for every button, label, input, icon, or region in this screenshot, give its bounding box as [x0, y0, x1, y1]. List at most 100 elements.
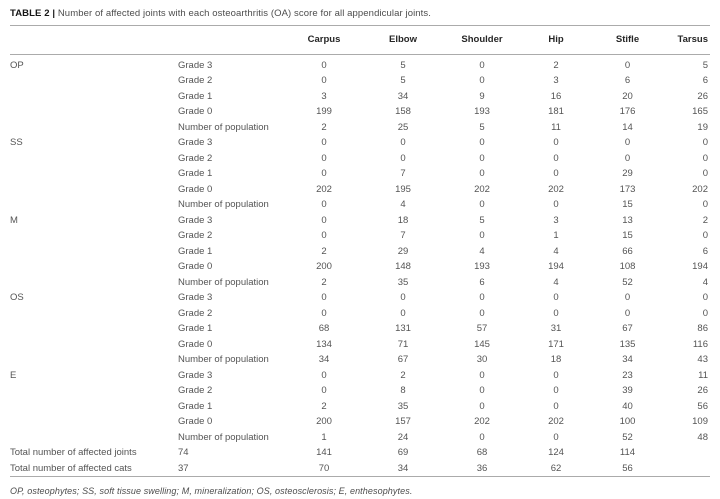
table-cell: 26 — [697, 90, 708, 102]
row-group-label — [10, 399, 178, 415]
table-row: Number of population 2 35 6 4 52 4 — [10, 275, 710, 291]
table-cell: 0 — [553, 168, 559, 179]
table-cell: 7 — [400, 168, 406, 179]
table-cell: 68 — [318, 323, 330, 334]
table-cell: 0 — [479, 369, 485, 381]
table-row: Grade 2 0 7 0 1 15 0 — [10, 228, 710, 244]
table-cell: 71 — [397, 338, 409, 350]
table-cell: 0 — [702, 137, 708, 148]
row-group-label — [10, 120, 178, 136]
table-cell: 2 — [321, 245, 327, 257]
table-cell: 202 — [316, 183, 332, 195]
row-group-label: E — [10, 369, 17, 381]
table-cell: 0 — [553, 137, 559, 148]
table-cell: 6 — [479, 276, 485, 288]
table-cell: 194 — [548, 261, 564, 272]
row-sub-label: Grade 1 — [178, 400, 213, 412]
table-cell: 202 — [548, 416, 564, 427]
table-cell: 0 — [624, 292, 631, 303]
table-cell: 11 — [698, 369, 708, 381]
table-cell: 8 — [400, 385, 406, 396]
table-cell: 0 — [321, 292, 327, 303]
table-cell: 0 — [624, 307, 631, 319]
row-sub-label: Grade 3 — [178, 59, 213, 71]
column-header-hip: Hip — [521, 26, 591, 55]
table-cell: 2 — [321, 121, 327, 133]
table-cell: 67 — [622, 323, 633, 334]
table-cell: 35 — [397, 400, 409, 412]
table-row: Grade 0 200 157 202 202 100 109 — [10, 414, 710, 430]
row-sub-label: Grade 2 — [178, 307, 213, 319]
table-cell: 145 — [474, 338, 490, 350]
table-row: Grade 1 3 34 9 16 20 26 — [10, 89, 710, 105]
row-group-label — [10, 228, 178, 244]
table-cell: 4 — [479, 245, 485, 257]
table-cell: 0 — [321, 199, 327, 210]
row-sub-label: Grade 1 — [178, 245, 213, 257]
row-sub-label: Grade 3 — [178, 292, 213, 303]
column-header-tarsus: Tarsus — [664, 26, 710, 55]
table-cell: 124 — [548, 447, 564, 458]
table-cell: 30 — [476, 354, 488, 365]
table-cell: 6 — [624, 75, 631, 86]
table-cell: 195 — [395, 183, 411, 195]
table-row: Grade 1 0 7 0 0 29 0 — [10, 166, 710, 182]
column-header-shoulder: Shoulder — [443, 26, 521, 55]
row-sub-label: Grade 1 — [178, 90, 213, 102]
table-cell: 0 — [479, 75, 485, 86]
table-cell: 131 — [395, 323, 411, 334]
table-cell: 11 — [551, 121, 561, 133]
table-cell: 67 — [397, 354, 409, 365]
row-sub-label: Grade 0 — [178, 338, 213, 350]
table-cell: 0 — [479, 152, 485, 164]
table-cell: 0 — [479, 307, 485, 319]
table-cell: 86 — [697, 323, 708, 334]
row-group-label — [10, 104, 178, 120]
table-cell: 0 — [479, 168, 485, 179]
column-header-elbow: Elbow — [363, 26, 443, 55]
row-group-label — [10, 321, 178, 337]
table-header-row: Carpus Elbow Shoulder Hip Stifle Tarsus — [10, 26, 710, 55]
table-cell: 48 — [697, 431, 708, 443]
row-group-label — [10, 352, 178, 368]
table-cell: 165 — [692, 106, 708, 117]
row-group-label: Total number of affected joints — [10, 447, 137, 458]
table-cell: 202 — [548, 183, 564, 195]
table-row: Grade 0 134 71 145 171 135 116 — [10, 337, 710, 353]
table-cell: 56 — [622, 462, 633, 474]
table-row: Grade 2 0 0 0 0 0 0 — [10, 306, 710, 322]
table-cell: 40 — [622, 400, 633, 412]
table-cell: 0 — [553, 369, 559, 381]
table-cell: 20 — [622, 90, 633, 102]
top-rule — [10, 25, 710, 26]
table-row: M Grade 3 0 18 5 3 13 2 — [10, 213, 710, 229]
table-cell: 69 — [397, 447, 409, 458]
row-group-label — [10, 259, 178, 275]
row-group-label — [10, 182, 178, 198]
row-sub-label: Number of population — [178, 431, 269, 443]
table-total-row: Total number of affected joints 74 141 69 68… — [10, 445, 710, 461]
row-group-label — [10, 244, 178, 260]
table-cell: 108 — [619, 261, 636, 272]
table-cell: 158 — [395, 106, 411, 117]
row-group-label — [10, 166, 178, 182]
row-sub-label: Grade 0 — [178, 106, 213, 117]
row-group-label — [10, 89, 178, 105]
column-header-sublabel — [178, 26, 285, 55]
table-cell: 202 — [692, 183, 708, 195]
row-sub-label: Grade 0 — [178, 416, 213, 427]
table-cell: 100 — [619, 416, 636, 427]
table-cell: 3 — [553, 214, 559, 226]
table-cell: 3 — [553, 75, 559, 86]
table-cell: 0 — [702, 199, 708, 210]
row-group-label — [10, 430, 178, 446]
table-cell: 194 — [692, 261, 708, 272]
row-sub-label: Number of population — [178, 276, 269, 288]
table-row: Grade 0 199 158 193 181 176 165 — [10, 104, 710, 120]
table-cell: 0 — [321, 137, 327, 148]
table-cell: 39 — [622, 385, 633, 396]
row-sub-label: Number of population — [178, 354, 269, 365]
row-group-label: OP — [10, 59, 24, 71]
table-cell: 176 — [619, 106, 636, 117]
